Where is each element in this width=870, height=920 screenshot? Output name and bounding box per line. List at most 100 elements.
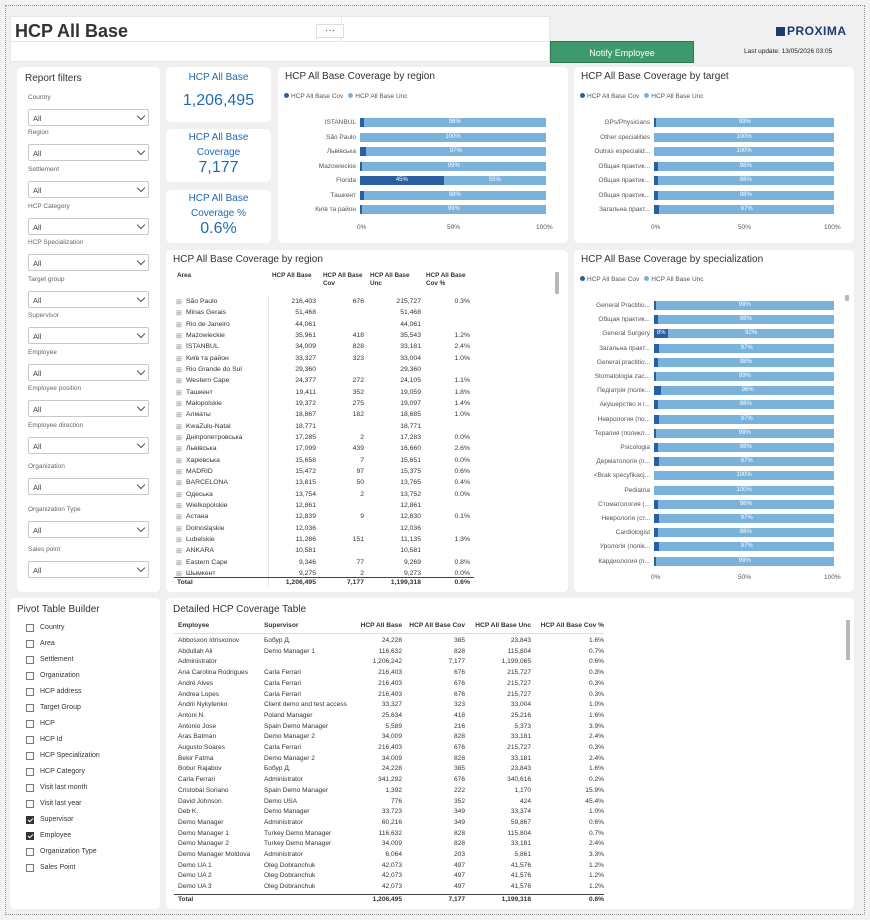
checkbox[interactable]	[26, 752, 34, 760]
bar-unc[interactable]: 92%	[668, 329, 834, 339]
bar-row[interactable]: 100%	[654, 485, 834, 495]
bar-unc[interactable]: 99%	[655, 556, 834, 566]
bar-row[interactable]: 99%	[654, 301, 834, 310]
bar-row[interactable]: 100%	[654, 147, 834, 156]
matrix-header-4[interactable]: HCP All Base Cov %	[426, 272, 466, 287]
bar-cov[interactable]	[654, 357, 658, 367]
checkbox[interactable]	[26, 720, 34, 728]
bar-unc[interactable]: 97%	[659, 343, 834, 353]
matrix-header-1[interactable]: HCP All Base	[272, 272, 312, 279]
matrix-row[interactable]: ⊞ Дніпропетровська 17,285 2 17,283 0.0%	[166, 433, 486, 444]
expand-plus-icon[interactable]: ⊞	[176, 366, 182, 374]
bar-row[interactable]: 97%	[654, 514, 834, 523]
more-options-button[interactable]: ···	[316, 24, 344, 38]
notify-employee-button[interactable]: Notify Employee	[550, 41, 694, 63]
bar-row[interactable]: 100%	[360, 132, 546, 142]
expand-plus-icon[interactable]: ⊞	[176, 400, 182, 408]
detail-row[interactable]: André Alves Carla Ferrari 216,403 676 215,72…	[166, 680, 606, 691]
bar-row[interactable]: 98%	[360, 190, 546, 200]
bar-row[interactable]: 97%	[360, 147, 546, 156]
bar-cov[interactable]	[654, 443, 658, 452]
bar-cov[interactable]	[654, 343, 660, 353]
bar-row[interactable]: 45% 55%	[360, 176, 546, 185]
bar-row[interactable]: 98%	[654, 161, 834, 171]
filter-dropdown-hcp-specialization[interactable]: All	[28, 254, 149, 271]
checkbox[interactable]	[26, 624, 34, 632]
bar-cov[interactable]	[360, 205, 362, 214]
detail-header-2[interactable]: HCP All Base	[360, 622, 402, 629]
detail-header-0[interactable]: Employee	[178, 622, 210, 629]
filter-dropdown-region[interactable]: All	[28, 144, 149, 161]
matrix-row[interactable]: ⊞ Rio de Janeiro 44,061 44,061	[166, 320, 486, 331]
filter-dropdown-hcp-category[interactable]: All	[28, 218, 149, 235]
detail-row[interactable]: Deb K. Demo Manager 33,723 349 33,374 1.0%	[166, 808, 606, 819]
bar-unc[interactable]: 98%	[363, 190, 546, 200]
detail-row[interactable]: Demo UA 1 Oleg Dobranchuk 42,073 497 41,576 1…	[166, 862, 606, 873]
detail-row[interactable]: Bekir Fatma Demo Manager 2 34,009 828 33,181…	[166, 755, 606, 766]
bar-row[interactable]: 8% 92%	[654, 329, 834, 339]
checkbox[interactable]	[26, 688, 34, 696]
bar-unc[interactable]: 98%	[657, 357, 834, 367]
bar-cov[interactable]	[654, 400, 658, 410]
detail-row[interactable]: Demo Manager 1 Turkey Demo Manager 116,632…	[166, 830, 606, 841]
bar-cov[interactable]	[654, 118, 656, 127]
bar-cov[interactable]	[654, 205, 660, 214]
bar-cov[interactable]: 45%	[360, 176, 444, 185]
expand-plus-icon[interactable]: ⊞	[176, 446, 182, 454]
bar-unc[interactable]: 99%	[655, 301, 834, 310]
matrix-row[interactable]: ⊞ ANKARA 10,581 10,581	[166, 546, 486, 557]
checkbox[interactable]	[26, 672, 34, 680]
bar-unc[interactable]: 99%	[361, 205, 546, 214]
bar-cov[interactable]	[360, 118, 364, 127]
detail-row[interactable]: David Johnson Demo USA 776 352 424 45.4%	[166, 798, 606, 809]
expand-plus-icon[interactable]: ⊞	[176, 378, 182, 386]
bar-unc[interactable]: 97%	[659, 514, 834, 523]
matrix-header-3[interactable]: HCP All Base Unc	[370, 272, 410, 287]
matrix-row[interactable]: ⊞ Харківська 15,658 7 15,651 0.0%	[166, 456, 486, 467]
matrix-row[interactable]: ⊞ KwaZulu-Natal 18,771 18,771	[166, 422, 486, 433]
bar-cov[interactable]	[654, 161, 658, 171]
detail-row[interactable]: Carla Ferrari Administrator 341,292 676 340,…	[166, 776, 606, 787]
bar-cov[interactable]	[654, 514, 660, 523]
expand-plus-icon[interactable]: ⊞	[176, 514, 182, 522]
bar-cov[interactable]	[654, 528, 658, 538]
bar-cov[interactable]	[654, 414, 660, 424]
matrix-row[interactable]: ⊞ Minas Gerais 51,468 51,468	[166, 308, 486, 319]
bar-cov[interactable]	[360, 161, 362, 171]
matrix-row[interactable]: ⊞ Алматы 18,867 182 18,685 1.0%	[166, 410, 486, 421]
expand-plus-icon[interactable]: ⊞	[176, 468, 182, 476]
bar-row[interactable]: 97%	[654, 414, 834, 424]
matrix-row[interactable]: ⊞ Київ та район 33,327 323 33,004 1.0%	[166, 354, 486, 365]
detail-row[interactable]: Abdullah Ali Demo Manager 1 116,632 828 115,…	[166, 648, 606, 659]
expand-plus-icon[interactable]: ⊞	[176, 332, 182, 340]
bar-unc[interactable]: 98%	[657, 499, 834, 509]
bar-unc[interactable]: 97%	[659, 414, 834, 424]
bar-unc[interactable]: 98%	[657, 176, 834, 185]
filter-dropdown-target-group[interactable]: All	[28, 291, 149, 308]
bar-row[interactable]: 98%	[654, 443, 834, 452]
expand-plus-icon[interactable]: ⊞	[176, 389, 182, 397]
filter-dropdown-settlement[interactable]: All	[28, 181, 149, 198]
matrix-row[interactable]: ⊞ Mazowieckie 35,961 418 35,543 1.2%	[166, 331, 486, 342]
matrix-row[interactable]: ⊞ Wielkopolskie 12,861 12,861	[166, 501, 486, 512]
checkbox[interactable]	[26, 656, 34, 664]
bar-unc[interactable]: 98%	[657, 400, 834, 410]
bar-cov[interactable]	[654, 372, 656, 381]
bar-unc[interactable]: 97%	[659, 542, 834, 552]
detail-row[interactable]: Cristobal Soriano Spain Demo Manager 1,392…	[166, 787, 606, 798]
checkbox[interactable]	[26, 848, 34, 856]
bar-row[interactable]: 99%	[360, 205, 546, 214]
bar-unc[interactable]: 98%	[657, 528, 834, 538]
matrix-row[interactable]: ⊞ İSTANBUL 34,009 828 33,181 2.4%	[166, 342, 486, 353]
detail-row[interactable]: Bobur Rajabov Бобур Д. 24,228 385 23,843 1.6%	[166, 765, 606, 776]
bar-row[interactable]: 97%	[654, 205, 834, 214]
bar-row[interactable]: 99%	[654, 556, 834, 566]
detail-row[interactable]: Andrea Lopes Carla Ferrari 216,403 676 215,7…	[166, 691, 606, 702]
bar-cov[interactable]	[654, 428, 656, 438]
checkbox[interactable]	[26, 704, 34, 712]
chart-scrollbar[interactable]	[845, 295, 849, 301]
expand-plus-icon[interactable]: ⊞	[176, 525, 182, 533]
matrix-row[interactable]: ⊞ Małopolskie 19,372 275 19,097 1.4%	[166, 399, 486, 410]
expand-plus-icon[interactable]: ⊞	[176, 344, 182, 352]
bar-row[interactable]: 100%	[654, 471, 834, 481]
